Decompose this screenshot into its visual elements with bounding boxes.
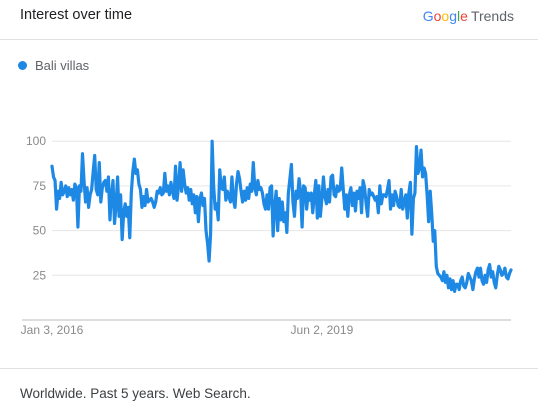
y-tick-label-25: 25 — [33, 268, 47, 282]
y-tick-label-50: 50 — [33, 224, 47, 238]
y-tick-label-75: 75 — [33, 179, 47, 193]
card-header: Interest over time Google Trends — [0, 0, 538, 40]
series-layer — [50, 139, 513, 293]
card-title: Interest over time — [20, 7, 133, 23]
y-tick-labels: 25 50 75 100 — [26, 134, 46, 282]
x-tick-labels: Jan 3, 2016 Jun 2, 2019 — [21, 323, 354, 337]
legend-label: Bali villas — [35, 58, 90, 73]
y-tick-label-100: 100 — [26, 134, 46, 148]
footer-text: Worldwide. Past 5 years. Web Search. — [20, 386, 251, 401]
card-footer: Worldwide. Past 5 years. Web Search. — [0, 368, 538, 412]
x-tick-label-0: Jan 3, 2016 — [21, 323, 84, 337]
chart-legend[interactable]: Bali villas — [18, 58, 89, 73]
series-line-bali-villas[interactable] — [50, 139, 513, 293]
interest-line-chart[interactable]: 25 50 75 100 Jan 3, 2016 Jun 2, 2019 — [0, 120, 538, 350]
legend-dot-icon — [18, 61, 27, 70]
google-trends-logo: Google Trends — [422, 8, 514, 24]
x-tick-label-1: Jun 2, 2019 — [291, 323, 354, 337]
